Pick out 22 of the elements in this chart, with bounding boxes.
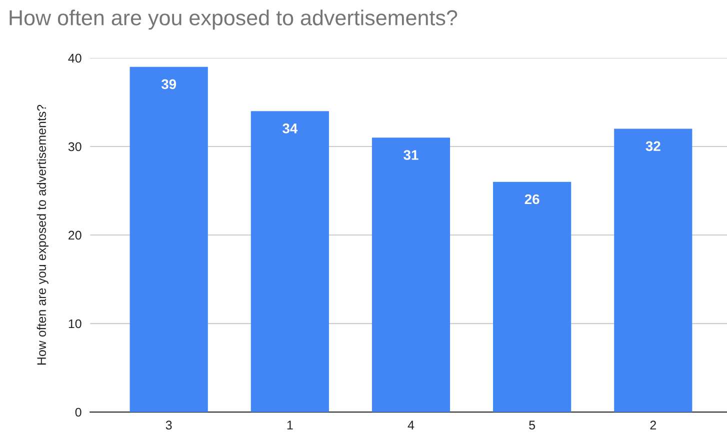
data-label: 34 [282,124,298,134]
data-label: 31 [404,150,418,160]
bar [614,128,692,412]
x-tick-label: 5 [529,420,536,430]
data-label: 32 [646,141,660,152]
y-tick-label: 40 [68,54,82,63]
y-tick-label: 10 [68,319,82,328]
y-axis-title: How often are you exposed to advertisements? [36,104,48,365]
x-tick-label: 4 [408,420,414,430]
data-label: 39 [161,79,176,90]
y-tick-label: 30 [68,142,82,152]
bar [250,111,329,412]
x-tick-label: 2 [650,420,656,430]
y-tick-label: 0 [75,408,82,417]
bar [372,138,450,412]
data-label: 26 [524,194,540,204]
y-tick-label: 20 [68,230,82,240]
x-tick-label: 3 [166,420,172,430]
chart-title: How often are you exposed to advertisements? [10,10,458,30]
bar [493,182,572,412]
x-tick-label: 1 [287,420,293,430]
bar [130,66,208,412]
